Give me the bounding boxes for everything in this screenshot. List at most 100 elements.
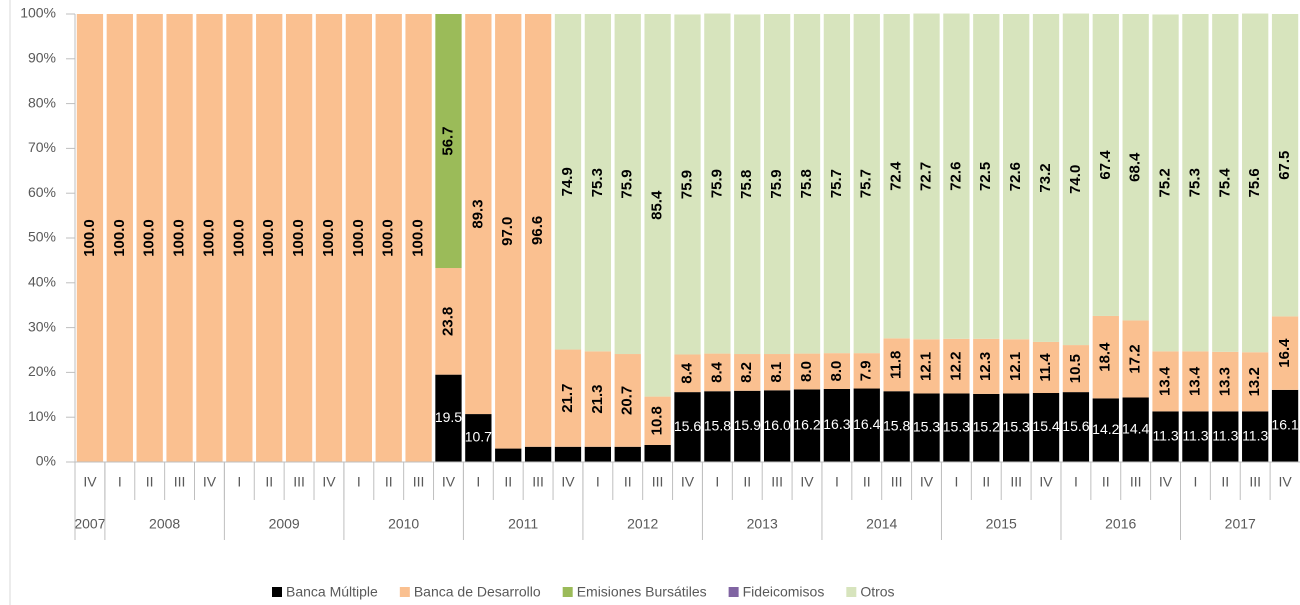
bar-segment <box>1152 411 1179 462</box>
x-tick-label: I <box>357 474 361 490</box>
bar-segment <box>943 338 970 394</box>
value-label: 11.8 <box>888 351 905 379</box>
value-label: 13.4 <box>1157 366 1174 396</box>
value-label: 75.8 <box>798 169 815 198</box>
value-label: 11.3 <box>1152 427 1178 443</box>
x-group-label: 2017 <box>1225 516 1256 532</box>
x-tick-label: IV <box>561 474 575 490</box>
x-group-label: 2007 <box>74 516 105 532</box>
x-tick-label: IV <box>442 474 456 490</box>
bar-segment <box>1122 320 1149 398</box>
bar-segment <box>614 446 641 462</box>
value-label: 89.3 <box>469 199 486 228</box>
value-label: 13.4 <box>1186 366 1203 396</box>
x-group-label: 2009 <box>269 516 300 532</box>
x-tick-label: III <box>652 474 664 490</box>
bar-segment <box>495 14 522 449</box>
bar-segment <box>704 13 731 354</box>
value-label: 74.0 <box>1067 165 1084 194</box>
value-label: 97.0 <box>499 217 516 246</box>
legend-swatch <box>399 587 410 597</box>
bar-segment <box>226 14 253 462</box>
value-label: 72.6 <box>1007 162 1024 191</box>
value-label: 75.8 <box>738 170 755 199</box>
bar-segment <box>405 14 432 462</box>
bar-segment <box>435 14 462 269</box>
bar-segment <box>853 14 880 354</box>
legend-swatch <box>272 587 282 597</box>
bar-segment <box>1062 345 1090 393</box>
value-label: 72.6 <box>947 162 964 191</box>
value-label: 15.6 <box>674 418 701 434</box>
x-tick-label: III <box>293 474 305 490</box>
x-tick-label: II <box>863 474 871 490</box>
bar-segment <box>1003 14 1030 340</box>
x-tick-label: I <box>1074 474 1078 490</box>
value-label: 15.2 <box>973 419 1000 435</box>
x-tick-label: II <box>146 474 154 490</box>
value-label: 8.0 <box>828 361 845 382</box>
bar-segment <box>883 14 910 339</box>
value-label: 75.3 <box>1186 168 1203 197</box>
value-label: 15.9 <box>734 417 761 433</box>
value-label: 15.3 <box>913 418 940 434</box>
value-label: 100.0 <box>81 219 98 257</box>
bar-segment <box>734 354 761 391</box>
x-tick-label: II <box>1102 474 1110 490</box>
x-group-label: 2012 <box>627 516 658 532</box>
bar-segment <box>1032 14 1060 342</box>
y-tick-label: 80% <box>28 94 56 110</box>
value-label: 75.9 <box>678 170 695 199</box>
bar-segment <box>823 388 851 462</box>
bar-segment <box>853 388 880 462</box>
bar-segment <box>734 14 761 355</box>
bar-segment <box>883 391 910 462</box>
value-label: 16.0 <box>764 417 791 433</box>
value-label: 15.6 <box>1062 418 1089 434</box>
x-tick-label: III <box>1249 474 1261 490</box>
bar-segment <box>1003 339 1030 394</box>
value-label: 56.7 <box>439 126 456 155</box>
bar-segment <box>584 14 612 352</box>
x-tick-label: IV <box>800 474 814 490</box>
x-tick-label: I <box>237 474 241 490</box>
bar-segment <box>285 14 313 462</box>
bar-segment <box>1092 398 1119 462</box>
value-label: 12.2 <box>947 352 964 381</box>
value-label: 16.1 <box>1271 417 1298 433</box>
bar-segment <box>1152 14 1179 352</box>
legend-label: Emisiones Bursátiles <box>577 584 707 600</box>
bar-segment <box>823 353 851 389</box>
value-label: 11.3 <box>1212 427 1238 443</box>
bar-segment <box>614 354 641 447</box>
x-tick-label: I <box>476 474 480 490</box>
x-tick-label: I <box>715 474 719 490</box>
value-label: 16.3 <box>823 416 850 432</box>
bar-segment <box>106 14 133 462</box>
value-label: 11.4 <box>1037 353 1054 382</box>
y-tick-label: 60% <box>28 184 56 200</box>
bar-segment <box>554 14 582 350</box>
value-label: 68.4 <box>1127 152 1144 182</box>
value-label: 10.5 <box>1067 354 1084 383</box>
bar-segment <box>674 354 701 393</box>
x-tick-label: IV <box>203 474 217 490</box>
x-tick-label: IV <box>1159 474 1173 490</box>
y-tick-label: 20% <box>28 363 56 379</box>
value-label: 75.9 <box>708 169 725 198</box>
value-label: 8.1 <box>768 362 785 383</box>
x-tick-label: IV <box>1278 474 1292 490</box>
x-tick-label: I <box>596 474 600 490</box>
bar-segment <box>1212 411 1239 462</box>
value-label: 8.4 <box>678 362 695 384</box>
bar-segment <box>763 390 791 462</box>
value-label: 100.0 <box>320 219 337 257</box>
value-label: 8.4 <box>708 361 725 383</box>
value-label: 75.3 <box>589 168 606 197</box>
x-tick-label: IV <box>920 474 934 490</box>
value-label: 96.6 <box>529 216 546 245</box>
value-label: 100.0 <box>111 219 128 257</box>
bar-segment <box>704 353 731 392</box>
value-label: 14.2 <box>1092 421 1119 437</box>
